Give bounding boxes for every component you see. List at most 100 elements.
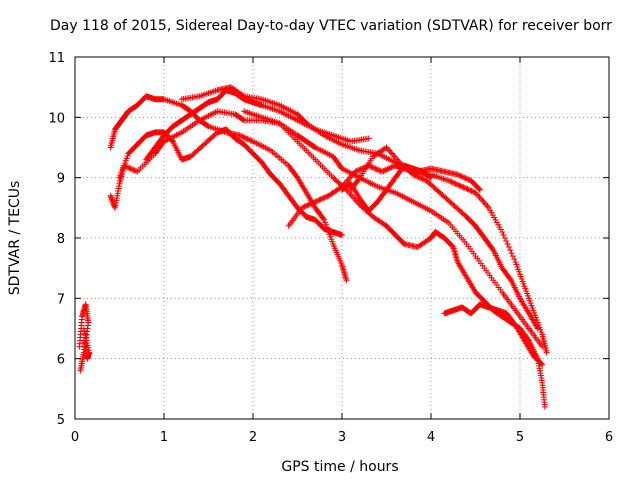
data-point — [204, 122, 211, 129]
data-point — [463, 185, 470, 192]
data-point — [453, 181, 460, 188]
data-point — [539, 361, 546, 368]
series-arc-g — [178, 84, 550, 356]
data-point — [241, 134, 248, 141]
data-point — [313, 198, 320, 205]
data-point — [239, 133, 246, 140]
data-point — [130, 166, 137, 173]
data-point — [343, 277, 350, 284]
data-point — [479, 197, 486, 204]
data-point — [481, 200, 488, 207]
data-point — [314, 197, 321, 204]
data-point — [505, 244, 512, 251]
x-axis-label: GPS time / hours — [281, 459, 398, 475]
data-point — [350, 194, 357, 201]
y-tick-label: 7 — [57, 292, 65, 307]
data-point — [305, 201, 312, 208]
data-point — [80, 325, 87, 332]
y-tick-label: 6 — [57, 353, 65, 368]
data-point — [465, 186, 472, 193]
data-point — [445, 177, 452, 184]
data-point — [411, 172, 418, 179]
data-point — [468, 187, 475, 194]
data-point — [351, 195, 358, 202]
data-point — [309, 200, 316, 207]
data-point — [469, 188, 476, 195]
series-arc-b — [80, 325, 93, 362]
data-point — [306, 201, 313, 208]
data-point — [418, 175, 425, 182]
data-point — [460, 184, 467, 191]
data-point — [123, 163, 130, 170]
data-point — [320, 215, 327, 222]
data-point — [339, 231, 345, 238]
data-point — [456, 172, 463, 179]
data-point — [77, 367, 84, 374]
series-arc-d — [107, 93, 350, 284]
data-point — [449, 179, 456, 186]
data-point — [448, 178, 455, 185]
chart-title: Day 118 of 2015, Sidereal Day-to-day VTE… — [50, 18, 612, 34]
data-point — [543, 349, 550, 356]
data-point — [356, 166, 363, 173]
data-point — [243, 135, 250, 142]
axis-ticks: 0 1 2 3 4 5 6 5 6 7 8 9 10 11 — [48, 51, 613, 445]
data-point — [452, 180, 459, 187]
data-point — [483, 201, 490, 208]
data-point — [467, 187, 474, 194]
data-point — [247, 137, 254, 144]
data-point — [387, 165, 394, 172]
data-point — [369, 164, 376, 171]
data-point — [504, 241, 511, 248]
data-point — [320, 195, 327, 202]
data-point — [415, 174, 422, 181]
data-point — [391, 153, 398, 160]
data-point — [503, 238, 510, 245]
data-point — [300, 204, 307, 211]
data-point — [128, 166, 135, 173]
data-point — [501, 235, 508, 241]
data-point — [384, 166, 391, 173]
y-tick-label: 8 — [57, 232, 65, 247]
data-point — [347, 174, 354, 181]
data-point — [302, 203, 309, 210]
data-point — [456, 182, 463, 189]
x-tick-label: 6 — [605, 430, 613, 445]
data-point — [509, 253, 516, 260]
data-point — [461, 174, 468, 181]
x-tick-label: 2 — [249, 430, 257, 445]
data-point — [447, 178, 454, 185]
y-tick-label: 11 — [48, 51, 65, 66]
data-point — [126, 165, 133, 172]
data-point — [376, 167, 383, 174]
series-arc-e — [116, 126, 345, 238]
data-point — [381, 167, 388, 174]
data-point — [387, 149, 394, 156]
data-point — [322, 193, 329, 200]
data-point — [465, 176, 472, 183]
data-point — [248, 137, 255, 144]
data-point — [476, 185, 483, 192]
data-point — [312, 198, 319, 205]
data-point — [461, 184, 468, 191]
data-point — [389, 163, 396, 170]
data-point — [477, 195, 484, 202]
data-point — [353, 168, 360, 175]
data-point — [511, 256, 518, 263]
data-point — [298, 204, 305, 211]
series-arc-k — [441, 301, 546, 368]
data-point — [484, 203, 491, 210]
data-point — [352, 168, 359, 175]
data-point — [385, 165, 392, 172]
data-point — [410, 171, 417, 178]
data-point — [240, 116, 247, 123]
data-point — [304, 202, 311, 209]
data-point — [416, 174, 423, 181]
data-point — [412, 172, 419, 179]
data-point — [420, 176, 427, 183]
data-point — [460, 174, 467, 181]
data-point — [539, 343, 546, 350]
data-point — [373, 166, 380, 173]
data-point — [459, 183, 466, 190]
x-tick-label: 0 — [71, 430, 79, 445]
